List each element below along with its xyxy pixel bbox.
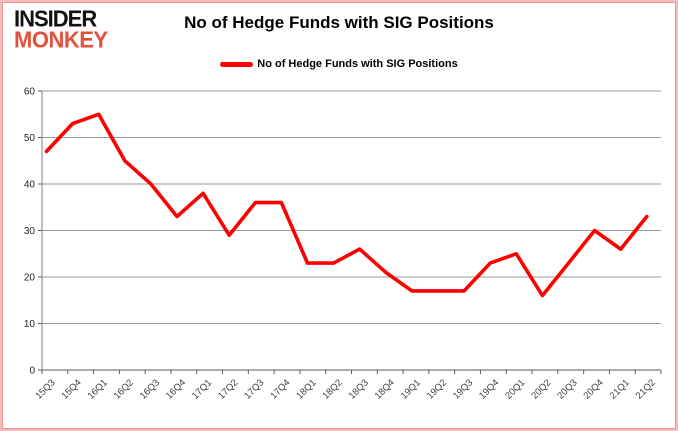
x-tick-label: 21Q2 (634, 377, 658, 401)
y-tick-label: 10 (24, 319, 36, 330)
x-tick-label: 18Q1 (294, 377, 318, 401)
chart-title: No of Hedge Funds with SIG Positions (184, 13, 494, 32)
x-tick-label: 15Q4 (60, 377, 84, 401)
legend-line-swatch-icon (220, 61, 254, 67)
x-tick-label: 17Q4 (268, 377, 292, 401)
x-tick-label: 16Q4 (164, 377, 188, 401)
x-tick-label: 20Q4 (582, 377, 606, 401)
x-tick-label: 20Q2 (529, 377, 553, 401)
x-tick-label: 16Q1 (86, 377, 110, 401)
x-tick-label: 20Q3 (555, 377, 579, 401)
y-tick-label: 0 (29, 366, 35, 377)
x-tick-label: 21Q1 (608, 377, 632, 401)
chart-legend: No of Hedge Funds with SIG Positions (2, 58, 676, 70)
x-tick-label: 15Q3 (33, 377, 57, 401)
x-tick-label: 16Q3 (138, 377, 162, 401)
x-tick-label: 16Q2 (112, 377, 136, 401)
x-tick-label: 18Q2 (321, 377, 345, 401)
y-tick-label: 20 (24, 273, 36, 284)
x-tick-label: 20Q1 (503, 377, 527, 401)
y-tick-label: 60 (24, 87, 36, 98)
x-tick-label: 18Q3 (347, 377, 371, 401)
x-tick-label: 17Q2 (216, 377, 240, 401)
legend-label: No of Hedge Funds with SIG Positions (257, 58, 458, 70)
series-line-hedge-funds (44, 112, 649, 298)
x-tick-label: 19Q4 (477, 377, 501, 401)
logo-text-monkey: MONKEY (14, 26, 108, 53)
logo-text-insider: INSIDER (14, 5, 97, 32)
y-tick-label: 40 (24, 180, 36, 191)
x-tick-label: 17Q1 (190, 377, 214, 401)
y-tick-label: 50 (24, 133, 36, 144)
insider-monkey-logo: INSIDER MONKEY (14, 5, 108, 53)
x-tick-label: 19Q3 (451, 377, 475, 401)
x-tick-label: 17Q3 (242, 377, 266, 401)
x-tick-label: 19Q2 (425, 377, 449, 401)
x-tick-label: 19Q1 (399, 377, 423, 401)
x-tick-label: 18Q4 (373, 377, 397, 401)
y-tick-label: 30 (24, 226, 36, 237)
